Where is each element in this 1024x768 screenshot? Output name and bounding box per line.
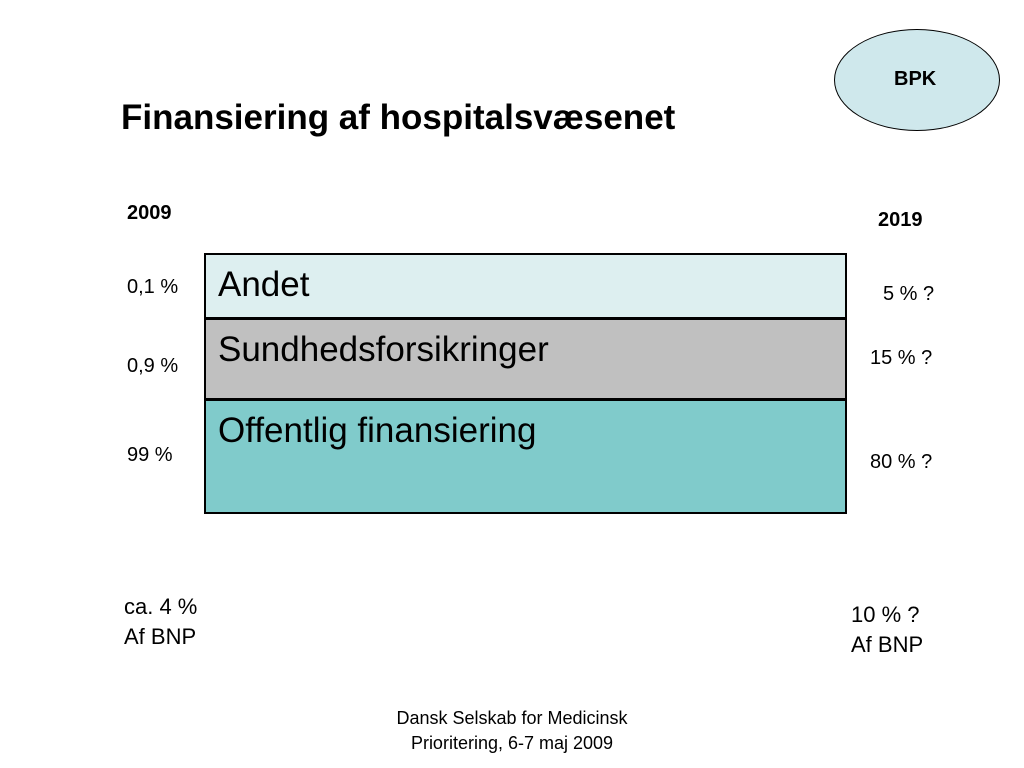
segment-andet: Andet [206, 255, 845, 320]
footer-line-2: Prioritering, 6-7 maj 2009 [410, 733, 614, 753]
bnp-2019-note: 10 % ? Af BNP [851, 600, 923, 660]
sundhedsforsikringer-2009-pct: 0,9 % [127, 355, 179, 377]
bpk-logo-text: BPK [894, 68, 937, 90]
andet-2009-pct: 0,1 % [127, 276, 179, 298]
bnp-2009-value: ca. 4 % [124, 594, 198, 619]
segment-andet-label: Andet [218, 265, 310, 304]
bnp-2009-unit: Af BNP [124, 624, 197, 649]
segment-offentlig-finansiering: Offentlig finansiering [206, 401, 845, 512]
segment-sundhedsforsikringer-label: Sundhedsforsikringer [218, 330, 549, 369]
sundhedsforsikringer-2019-pct: 15 % ? [870, 347, 933, 369]
footer-line-1: Dansk Selskab for Medicinsk [396, 708, 628, 728]
offentlig-2019-pct: 80 % ? [870, 451, 933, 473]
year-2009-label: 2009 [127, 202, 172, 224]
segment-sundhedsforsikringer: Sundhedsforsikringer [206, 320, 845, 401]
financing-stack: Andet Sundhedsforsikringer Offentlig fin… [204, 253, 847, 514]
bnp-2009-note: ca. 4 % Af BNP [124, 592, 197, 652]
bnp-2019-value: 10 % ? [851, 602, 920, 627]
segment-offentlig-label: Offentlig finansiering [218, 411, 537, 450]
offentlig-2009-pct: 99 % [127, 444, 173, 466]
year-2019-label: 2019 [878, 209, 923, 231]
andet-2019-pct: 5 % ? [883, 283, 935, 305]
footer: Dansk Selskab for Medicinsk Prioritering… [312, 706, 712, 756]
bpk-logo-ellipse [834, 29, 1000, 131]
slide-title: Finansiering af hospitalsvæsenet [121, 98, 676, 137]
bnp-2019-unit: Af BNP [851, 632, 924, 657]
